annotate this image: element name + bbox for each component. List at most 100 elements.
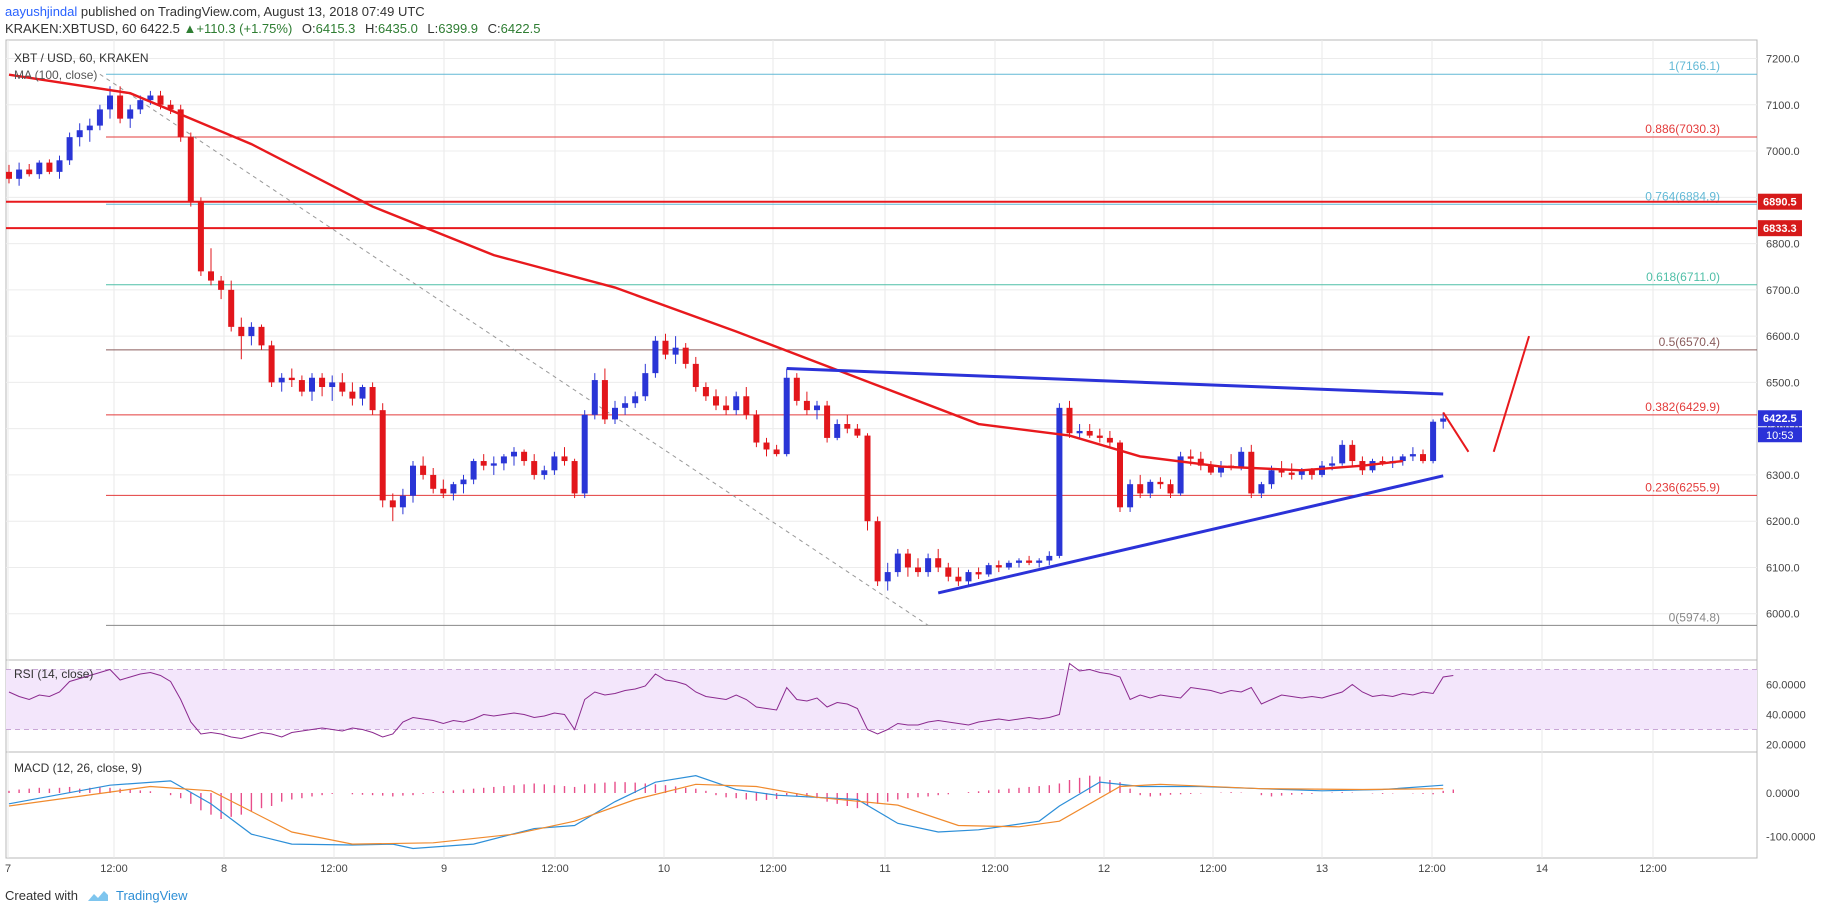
candle[interactable] [915,558,921,577]
candle[interactable] [1066,400,1073,438]
candle[interactable] [894,548,901,577]
candle[interactable] [612,400,618,425]
candle[interactable] [167,100,174,115]
candle[interactable] [1177,451,1184,496]
candle[interactable] [995,560,1002,573]
candle[interactable] [399,488,406,515]
candle[interactable] [359,384,366,406]
candle[interactable] [955,567,962,586]
candle[interactable] [480,454,487,471]
candle[interactable] [218,275,225,300]
candle[interactable] [1248,444,1255,499]
candle[interactable] [177,104,184,142]
candle[interactable] [460,474,467,494]
candle[interactable] [925,553,932,577]
candle[interactable] [440,479,447,499]
author-link[interactable]: aayushjindal [5,4,78,19]
candle[interactable] [208,248,214,286]
candle[interactable] [1056,403,1063,559]
candle[interactable] [1046,551,1053,566]
candle[interactable] [309,373,315,401]
candle[interactable] [541,465,548,480]
candle[interactable] [76,123,83,147]
candle[interactable] [107,86,113,119]
candle[interactable] [1409,447,1416,462]
candle[interactable] [238,317,245,360]
candle[interactable] [803,391,810,415]
candle[interactable] [965,569,972,586]
candle[interactable] [884,562,891,591]
candle[interactable] [369,382,376,415]
candle[interactable] [450,481,457,501]
candle[interactable] [824,400,831,443]
trendline[interactable] [937,474,1444,595]
trendline[interactable] [786,367,1444,396]
candle[interactable] [500,454,507,471]
projection-arrow[interactable] [1442,411,1470,453]
candle[interactable] [551,451,558,475]
candle[interactable] [793,373,800,406]
candle[interactable] [66,132,73,165]
candle[interactable] [1288,463,1295,480]
candle[interactable] [1420,449,1426,464]
candle[interactable] [521,449,528,466]
candle[interactable] [6,164,12,184]
candle[interactable] [1167,479,1174,499]
candle[interactable] [632,391,639,408]
candle[interactable] [349,382,356,406]
candle[interactable] [26,164,33,177]
candle[interactable] [1117,440,1123,512]
candle[interactable] [96,104,103,131]
candle[interactable] [16,162,23,186]
candle[interactable] [1096,428,1103,443]
candle[interactable] [511,447,517,466]
candle[interactable] [389,493,396,522]
candle[interactable] [86,118,93,142]
candle[interactable] [814,400,820,420]
candle[interactable] [904,548,911,577]
candle[interactable] [1157,477,1164,489]
candle[interactable] [763,437,770,457]
candle[interactable] [834,419,841,441]
candle[interactable] [581,410,588,499]
candle[interactable] [702,382,709,401]
candle[interactable] [1218,461,1224,478]
candle[interactable] [1399,454,1406,466]
candle[interactable] [1005,560,1012,570]
candle[interactable] [561,447,568,466]
candle[interactable] [248,322,255,346]
candle[interactable] [228,280,235,332]
candle[interactable] [1147,479,1154,499]
candle[interactable] [339,373,346,397]
candle[interactable] [1339,440,1346,466]
candle[interactable] [430,467,437,494]
candle[interactable] [733,391,740,415]
candle[interactable] [975,567,982,580]
candle[interactable] [601,368,608,425]
candle[interactable] [1207,461,1214,475]
candle[interactable] [36,160,43,179]
projection-arrow[interactable] [1492,335,1531,453]
candle[interactable] [935,548,942,573]
candle[interactable] [1258,481,1265,499]
candle[interactable] [268,340,275,388]
candle[interactable] [652,336,659,378]
chart-canvas[interactable]: 1(7166.1) 0.886(7030.3) 0.764(6884.9) 0.618… [0,0,1828,880]
candle[interactable] [379,403,386,508]
candle[interactable] [723,396,730,415]
price-pane[interactable]: 1(7166.1) 0.886(7030.3) 0.764(6884.9) 0.618… [6,59,1757,626]
candle[interactable] [187,132,194,207]
candle[interactable] [773,444,780,457]
candle[interactable] [420,456,427,480]
candle[interactable] [682,343,689,369]
candle[interactable] [591,373,598,420]
candle[interactable] [945,562,952,582]
candle[interactable] [783,368,790,457]
candle[interactable] [1440,412,1447,429]
candle[interactable] [46,159,53,175]
candle[interactable] [1086,424,1093,438]
candle[interactable] [985,562,992,577]
candle[interactable] [874,516,881,586]
candle[interactable] [662,333,669,360]
candle[interactable] [571,458,578,499]
